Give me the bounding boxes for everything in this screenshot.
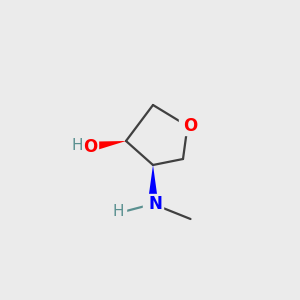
Bar xyxy=(178,117,196,135)
Text: O: O xyxy=(83,138,97,156)
Bar xyxy=(111,206,126,220)
Polygon shape xyxy=(88,141,126,152)
Polygon shape xyxy=(148,165,158,204)
Bar xyxy=(143,194,163,214)
Text: N: N xyxy=(148,195,162,213)
Text: O: O xyxy=(183,117,197,135)
Text: H: H xyxy=(71,138,83,153)
Text: H: H xyxy=(113,204,124,219)
Bar xyxy=(80,138,98,156)
